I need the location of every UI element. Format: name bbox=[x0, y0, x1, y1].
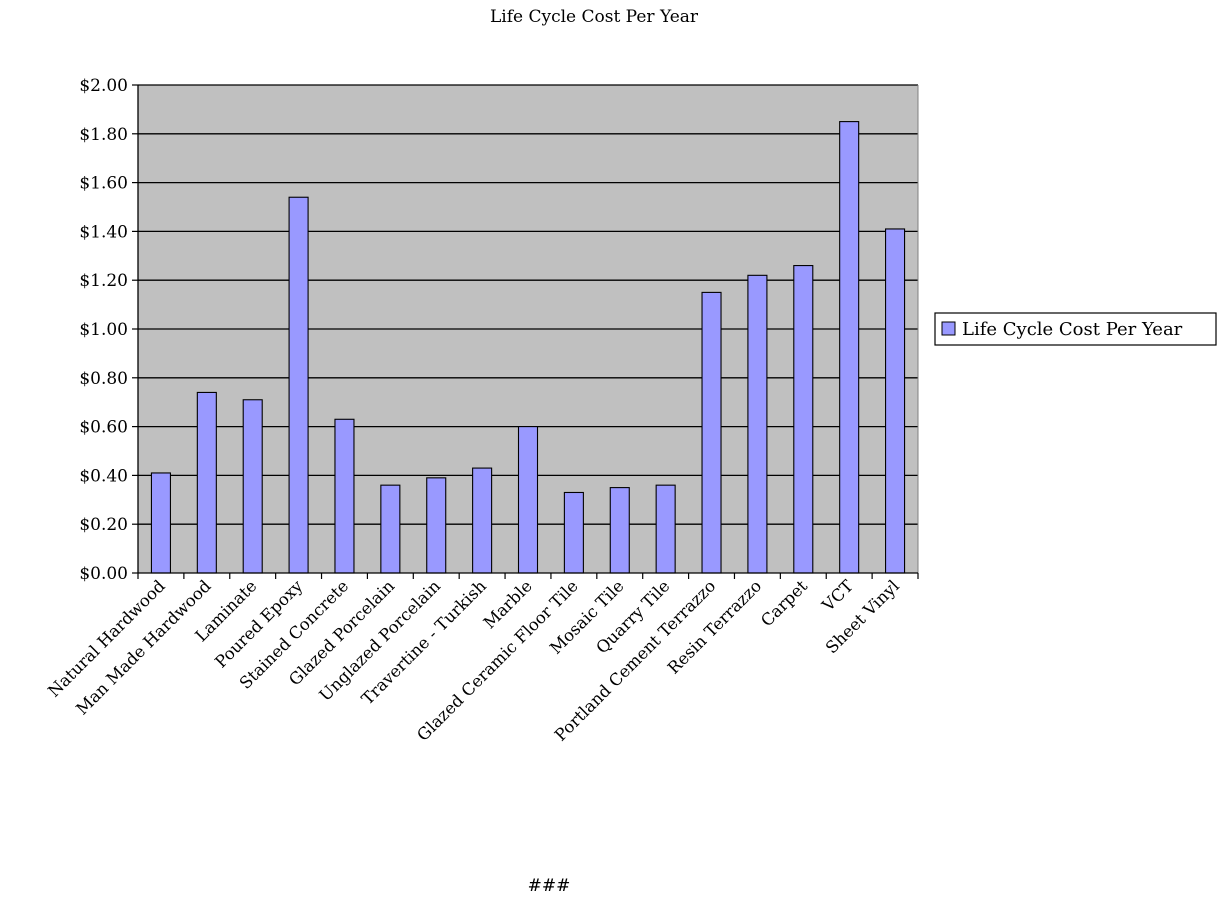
bar bbox=[242, 399, 263, 574]
x-tick-label: VCT bbox=[818, 576, 857, 615]
bars bbox=[150, 121, 906, 574]
y-tick-label: $0.40 bbox=[79, 466, 128, 486]
legend-swatch bbox=[941, 321, 956, 336]
bar bbox=[885, 228, 906, 574]
bar bbox=[196, 391, 217, 574]
bar bbox=[380, 484, 401, 574]
footer-text: ### bbox=[528, 876, 571, 896]
bar bbox=[839, 121, 860, 574]
y-tick-label: $1.00 bbox=[79, 320, 128, 340]
legend: Life Cycle Cost Per Year bbox=[934, 312, 1217, 346]
bar bbox=[701, 291, 722, 574]
bar bbox=[747, 274, 768, 574]
y-tick-label: $0.60 bbox=[79, 418, 128, 438]
bar bbox=[609, 487, 630, 574]
legend-label: Life Cycle Cost Per Year bbox=[962, 319, 1183, 340]
bar bbox=[150, 472, 171, 574]
y-tick-labels: $0.00 $0.20 $0.40 $0.60 $0.80 $1.00 $1.20 $1.40… bbox=[79, 76, 128, 584]
bar bbox=[793, 265, 814, 574]
x-tick-label: Carpet bbox=[757, 576, 811, 630]
chart-title: Life Cycle Cost Per Year bbox=[490, 7, 699, 27]
bar bbox=[472, 467, 493, 574]
y-tick-label: $1.80 bbox=[79, 125, 128, 145]
y-tick-label: $1.20 bbox=[79, 271, 128, 291]
bar bbox=[517, 426, 539, 574]
axes bbox=[132, 84, 919, 579]
y-tick-label: $1.60 bbox=[79, 174, 128, 194]
y-tick-label: $2.00 bbox=[79, 76, 128, 96]
bar bbox=[334, 418, 355, 574]
bar bbox=[563, 491, 584, 574]
y-tick-label: $0.20 bbox=[79, 515, 128, 535]
y-tick-label: $0.80 bbox=[79, 369, 128, 389]
bar bbox=[288, 196, 309, 574]
legend-box bbox=[934, 312, 1217, 346]
y-tick-label: $0.00 bbox=[79, 564, 128, 584]
y-tick-label: $1.40 bbox=[79, 222, 128, 242]
bar bbox=[426, 477, 447, 574]
bar bbox=[655, 484, 676, 574]
